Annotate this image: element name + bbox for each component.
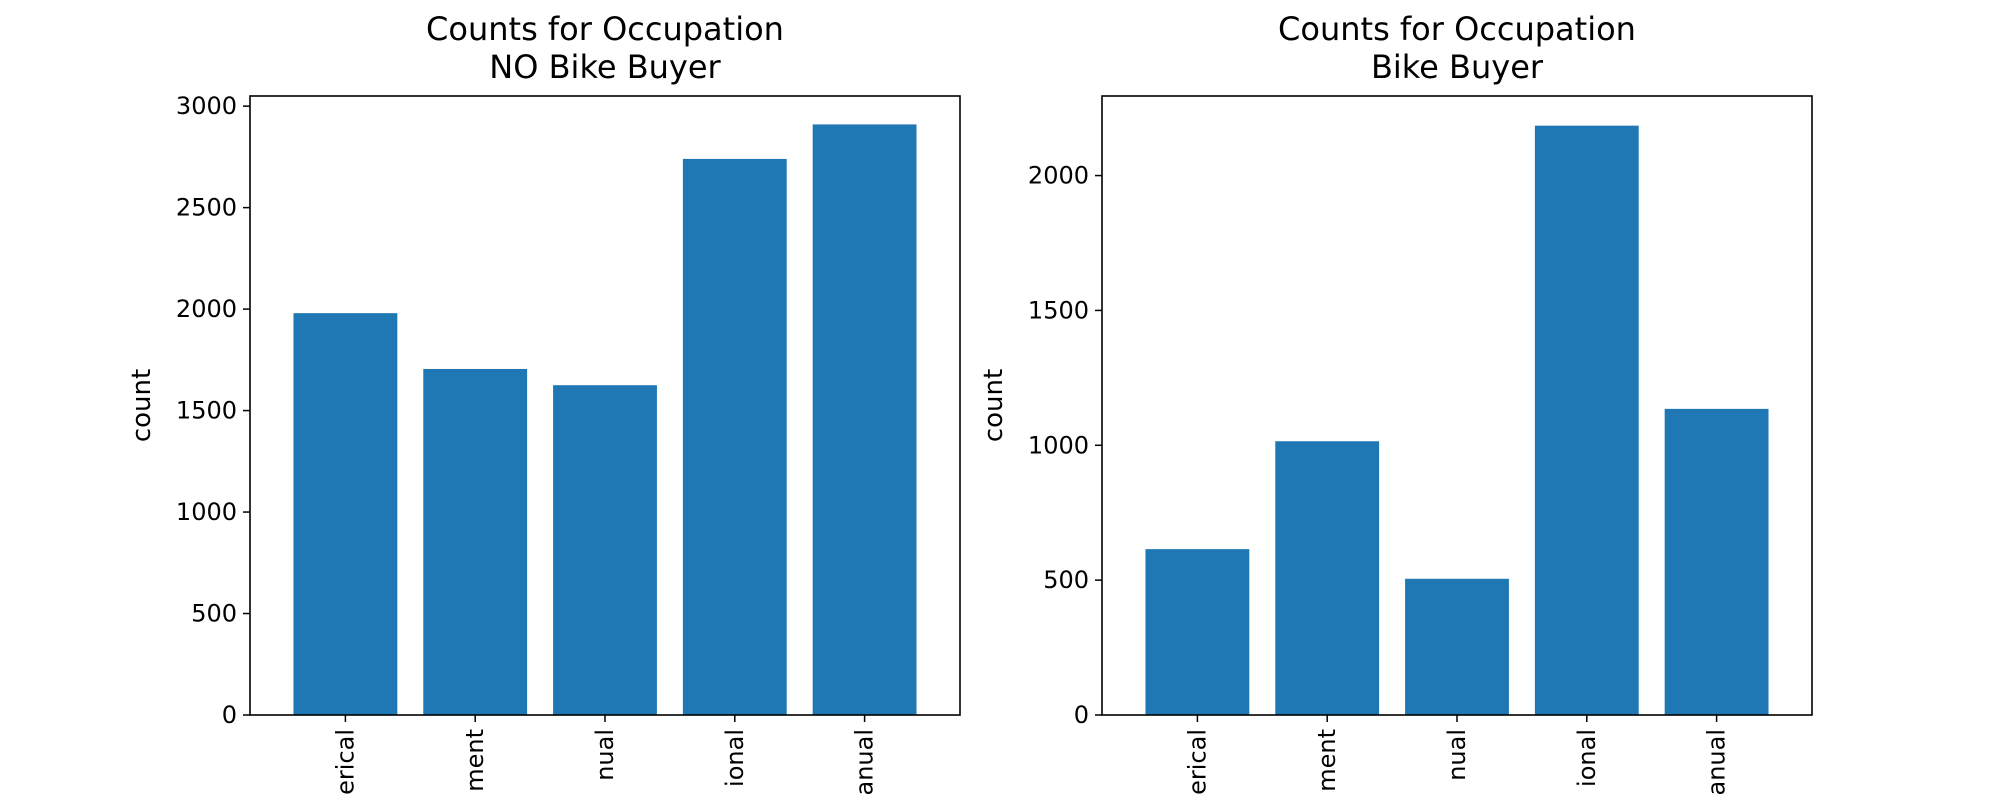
- bar-clerical: [1145, 549, 1250, 715]
- x-tick-label: erical: [1183, 729, 1211, 795]
- x-tick-label: nual: [591, 729, 619, 781]
- bar-clerical: [293, 313, 398, 715]
- y-tick-label: 500: [1043, 566, 1089, 594]
- y-tick-label: 2000: [176, 295, 237, 323]
- x-tick-label: nual: [1443, 729, 1471, 781]
- axes-frame: [249, 95, 961, 716]
- chart-title-line-1: Counts for Occupation: [426, 10, 784, 48]
- y-tick-label: 0: [222, 701, 237, 729]
- y-tick-label: 1000: [176, 498, 237, 526]
- bar-professional: [682, 158, 787, 716]
- x-tick-label: anual: [851, 729, 879, 796]
- bar-skilled-manual: [812, 124, 917, 716]
- y-tick-label: 3000: [176, 92, 237, 120]
- x-tick-label: ional: [721, 729, 749, 787]
- y-tick-label: 2000: [1028, 162, 1089, 190]
- y-tick-label: 500: [191, 600, 237, 628]
- y-tick-label: 1500: [176, 397, 237, 425]
- chart-title-line-1: Counts for Occupation: [1278, 10, 1636, 48]
- y-axis-label: count: [127, 369, 157, 442]
- bar-manual: [553, 385, 657, 715]
- y-tick-label: 1500: [1028, 296, 1089, 324]
- chart-title-line-2: NO Bike Buyer: [489, 48, 721, 86]
- bar-management: [1275, 441, 1380, 715]
- y-axis-label: count: [979, 369, 1009, 442]
- x-tick-label: ment: [461, 729, 489, 792]
- chart-title-line-2: Bike Buyer: [1371, 48, 1544, 86]
- axes-frame: [1101, 95, 1813, 716]
- x-tick-label: anual: [1703, 729, 1731, 796]
- bar-professional: [1534, 125, 1639, 716]
- bar-manual: [1405, 578, 1509, 715]
- x-tick-label: erical: [331, 729, 359, 795]
- y-tick-label: 0: [1074, 701, 1089, 729]
- y-tick-label: 2500: [176, 194, 237, 222]
- bar-skilled-manual: [1664, 408, 1769, 715]
- x-tick-label: ment: [1313, 729, 1341, 792]
- y-tick-label: 1000: [1028, 431, 1089, 459]
- bar-management: [423, 368, 528, 715]
- x-tick-label: ional: [1573, 729, 1601, 787]
